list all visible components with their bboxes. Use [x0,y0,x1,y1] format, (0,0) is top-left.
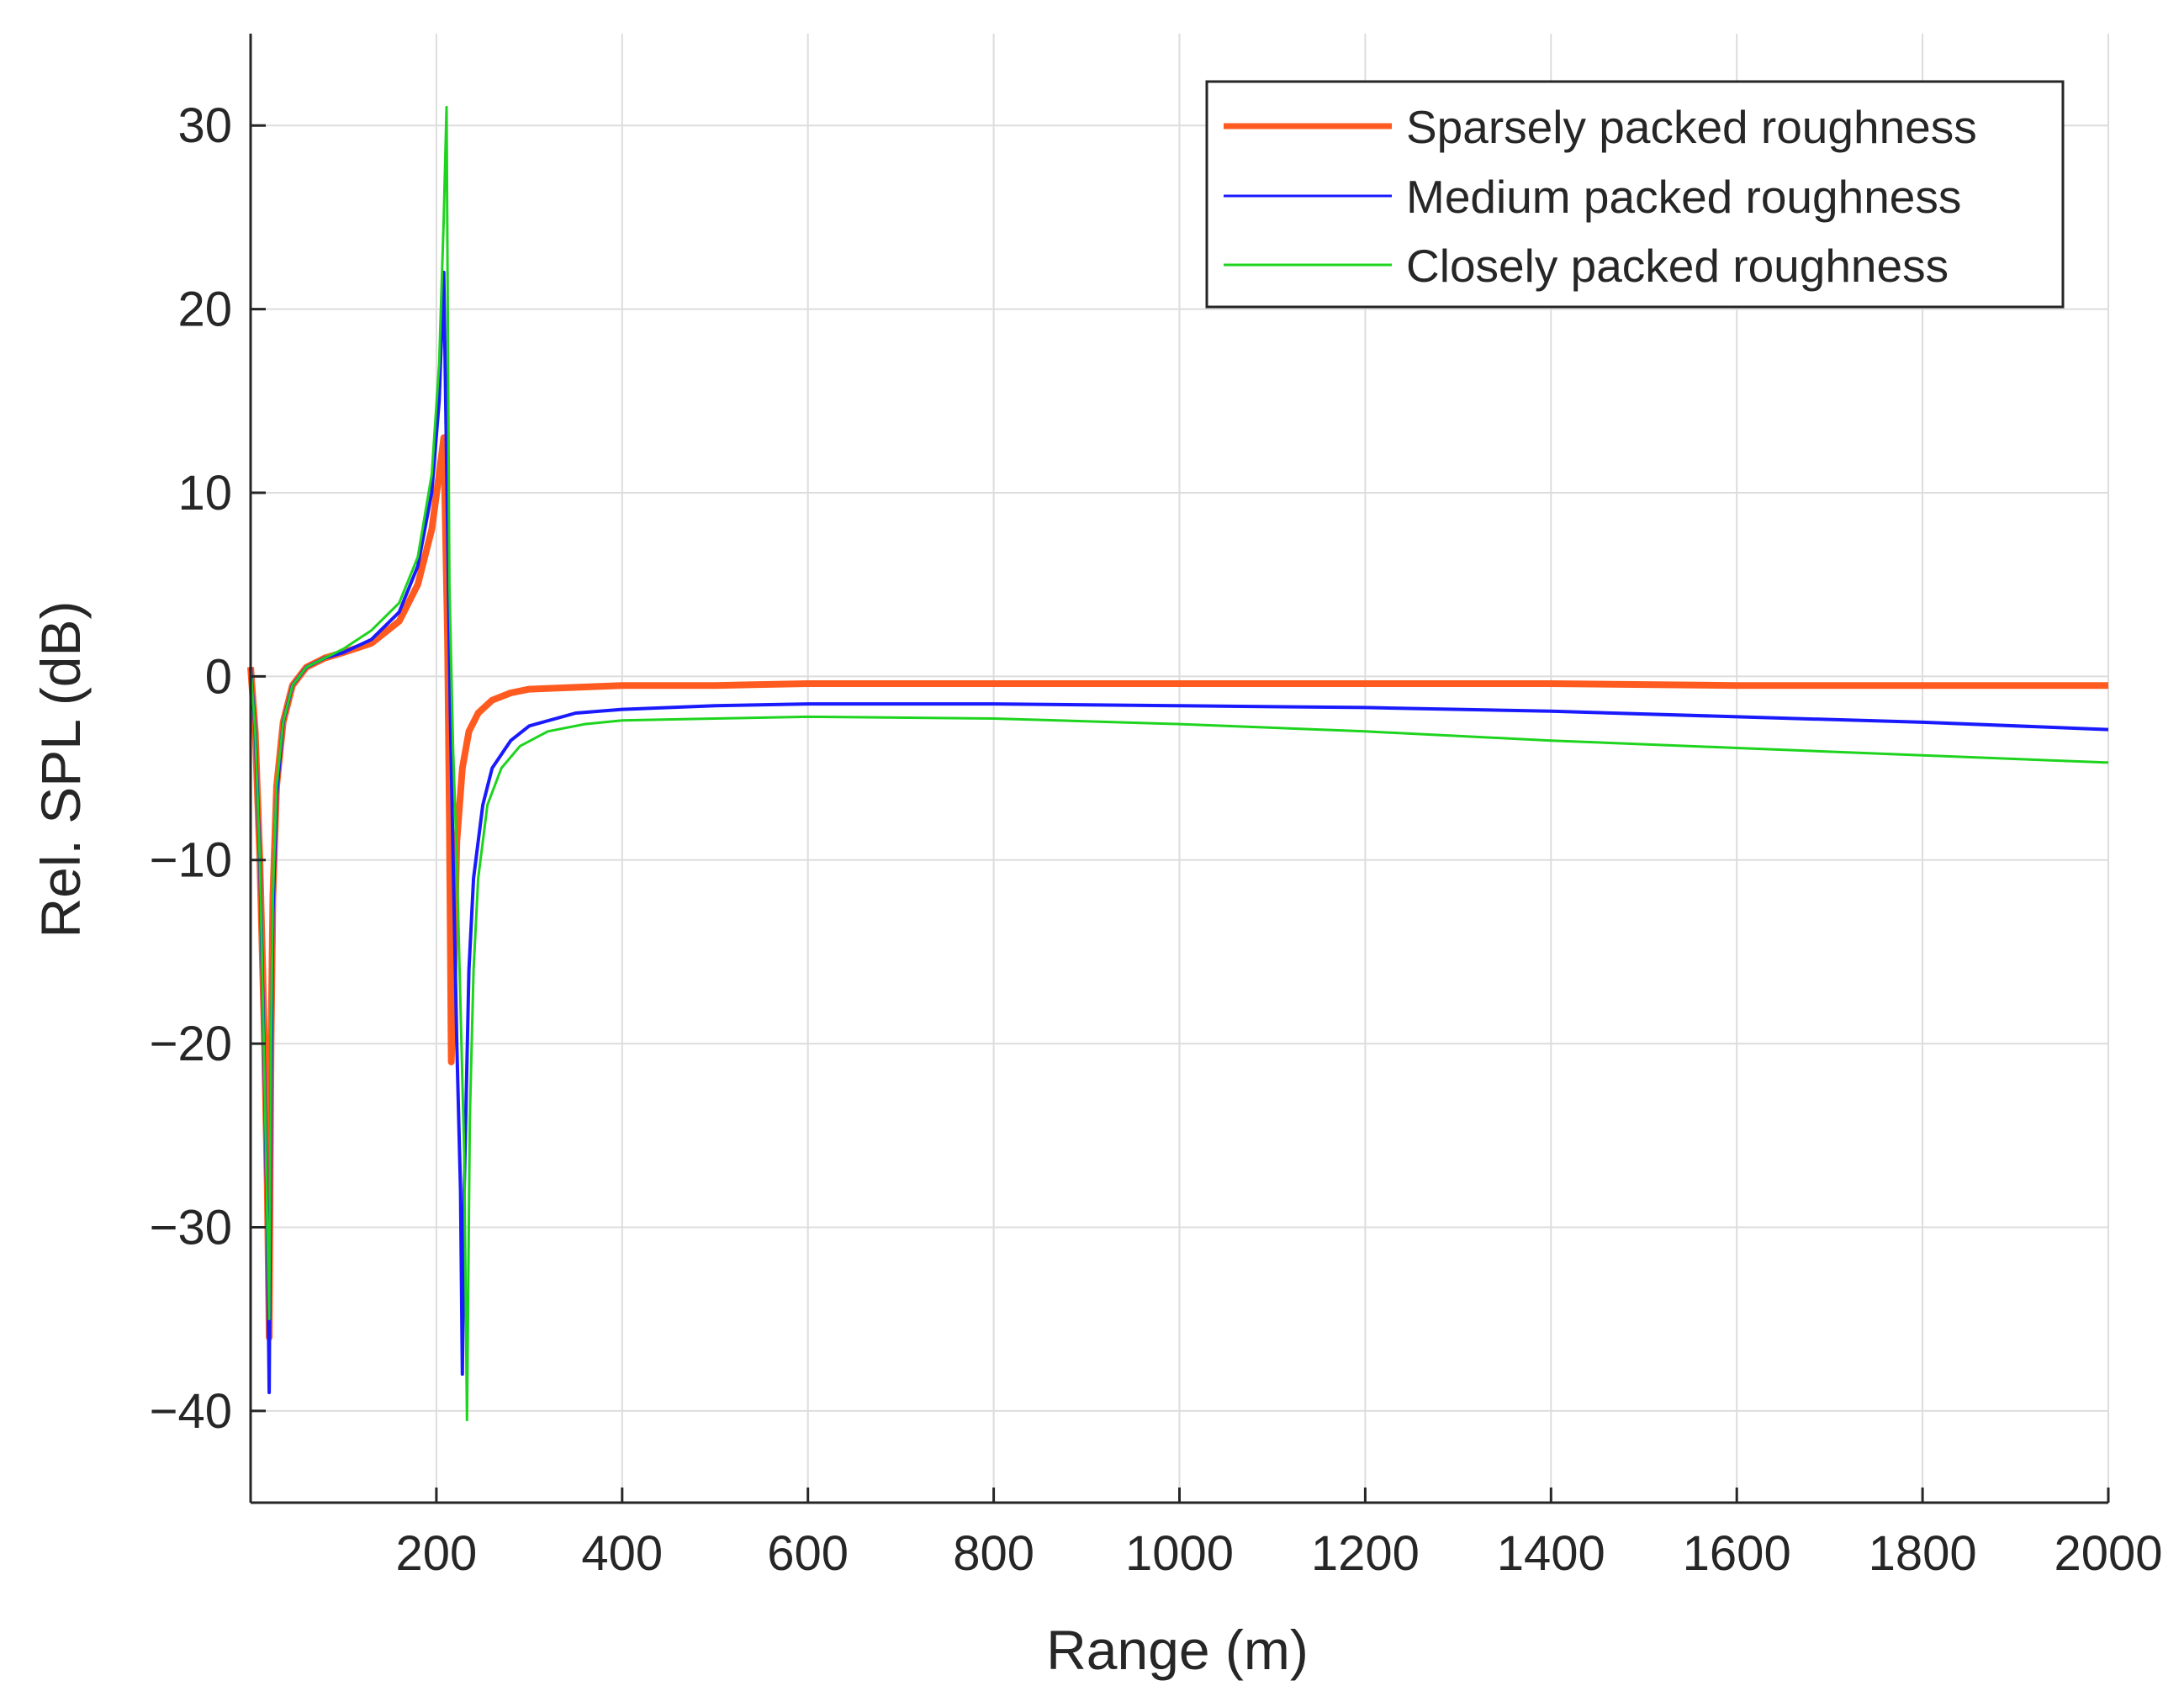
series-layer [247,105,2109,1422]
x-tick-label: 1400 [1497,1526,1605,1581]
tick-labels: 200 400 600 800 1000 1200 1400 1600 1800 2000−40−… [150,98,2163,1581]
y-tick-label: 30 [177,98,232,153]
x-tick-label: 600 [767,1526,849,1581]
y-tick-label: −20 [150,1017,232,1071]
y-tick-label: −40 [150,1384,232,1439]
x-tick-label: 400 [581,1526,663,1581]
y-tick-label: −10 [150,833,232,888]
x-tick-label: 200 [396,1526,478,1581]
x-tick-label: 1000 [1125,1526,1234,1581]
legend: Sparsely packed roughness Medium packed … [1205,80,2065,309]
x-tick-label: 1600 [1683,1526,1791,1581]
y-axis-label: Rel. SPL (dB) [29,600,92,938]
axes [249,34,2110,1504]
x-tick-label: 800 [953,1526,1034,1581]
x-tick-label: 1800 [1869,1526,1977,1581]
legend-label-sparse: Sparsely packed roughness [1406,101,1977,153]
y-tick-label: 0 [205,649,232,704]
legend-box [1205,80,2065,309]
y-tick-label: 10 [177,466,232,521]
x-tick-label: 1200 [1311,1526,1420,1581]
series-line-closely [249,105,2109,1422]
legend-label-closely: Closely packed roughness [1406,240,1949,292]
legend-label-medium: Medium packed roughness [1406,171,1961,223]
y-tick-label: 20 [177,283,232,337]
y-tick-label: −30 [150,1200,232,1255]
x-tick-label: 2000 [2054,1526,2162,1581]
x-axis-label: Range (m) [1046,1619,1309,1681]
